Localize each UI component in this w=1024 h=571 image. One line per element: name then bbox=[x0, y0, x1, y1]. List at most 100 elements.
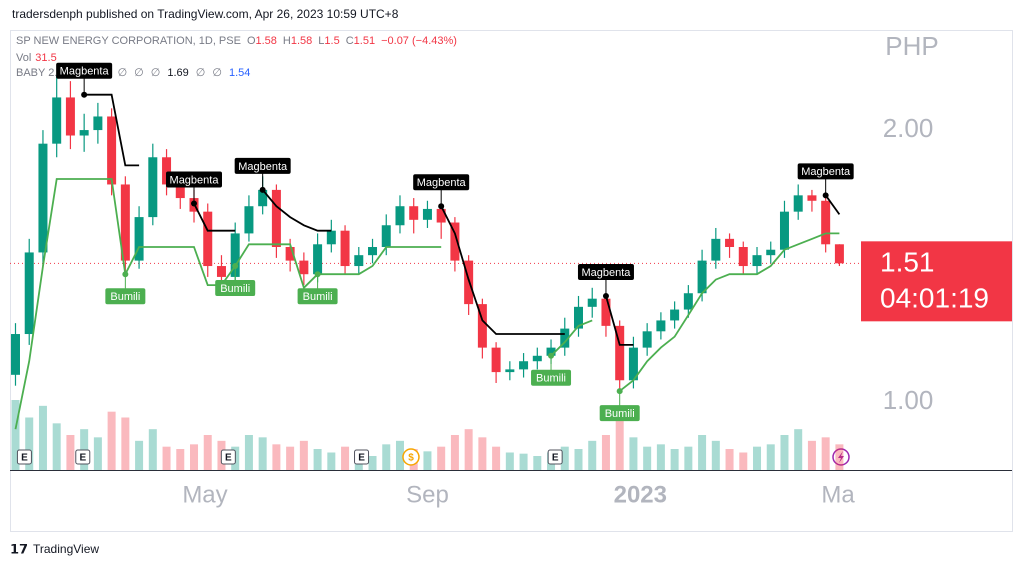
volume-bar bbox=[615, 417, 624, 470]
signal-text: Magbenta bbox=[60, 66, 110, 78]
candle-body bbox=[725, 238, 735, 248]
signal-box bbox=[56, 62, 113, 79]
volume-bar bbox=[794, 429, 803, 470]
indicator-value: ∅ bbox=[212, 67, 222, 79]
signal-text: Bumili bbox=[605, 408, 635, 420]
event-label: E bbox=[21, 453, 28, 464]
volume-bar bbox=[272, 444, 281, 470]
candle-body bbox=[738, 247, 748, 267]
candle-body bbox=[326, 230, 336, 245]
volume-bar bbox=[327, 452, 336, 470]
price-tag bbox=[861, 241, 1012, 322]
signal-label: Magbenta bbox=[413, 174, 470, 210]
published-note: tradersdenph published on TradingView.co… bbox=[12, 7, 399, 21]
candle-body bbox=[491, 347, 501, 373]
candle-body bbox=[340, 230, 350, 267]
volume-bar bbox=[382, 444, 391, 470]
candle-body bbox=[381, 225, 391, 248]
signal-text: Bumili bbox=[110, 291, 140, 303]
indicator-value: ∅ bbox=[196, 67, 206, 79]
signal-text: Magbenta bbox=[801, 166, 851, 178]
candle-body bbox=[230, 233, 240, 277]
signal-label: Magbenta bbox=[234, 157, 291, 193]
volume-bar bbox=[423, 451, 432, 470]
volume-bar bbox=[66, 435, 75, 470]
candle-body bbox=[834, 244, 844, 264]
indicator-value: ∅ bbox=[134, 67, 144, 79]
volume-bar bbox=[107, 411, 116, 470]
svg-text:𝟭𝟳: 𝟭𝟳 bbox=[10, 541, 28, 556]
ohlc-value: 1.5 bbox=[324, 35, 339, 47]
candle-body bbox=[505, 369, 515, 373]
event-icon bbox=[16, 449, 32, 465]
lightning-icon bbox=[832, 448, 850, 466]
candle-body bbox=[450, 222, 460, 261]
volume-bar bbox=[313, 449, 322, 470]
symbol: SP NEW ENERGY CORPORATION, 1D, PSE bbox=[16, 35, 241, 47]
volume-bar bbox=[807, 440, 816, 470]
volume-bar bbox=[203, 435, 212, 470]
indicator-line bbox=[14, 178, 840, 430]
vol-value: 31.5 bbox=[35, 52, 56, 64]
signal-label: Bumili bbox=[531, 352, 572, 386]
signal-text: Bumili bbox=[220, 283, 250, 295]
event-icon bbox=[220, 449, 236, 465]
event-label: $ bbox=[408, 453, 414, 464]
volume-bar bbox=[176, 449, 185, 470]
candle-body bbox=[395, 206, 405, 226]
volume-bar bbox=[464, 429, 473, 470]
candle-body bbox=[24, 252, 34, 335]
volume-bar bbox=[780, 435, 789, 470]
ohlc-key: H bbox=[283, 35, 291, 47]
signal-label: Bumili bbox=[105, 271, 146, 305]
volume-bar bbox=[148, 429, 157, 470]
candle-body bbox=[271, 189, 281, 248]
signal-text: Magbenta bbox=[581, 267, 631, 279]
signal-text: Magbenta bbox=[170, 174, 220, 186]
volume-bar bbox=[244, 435, 253, 470]
volume-bar bbox=[368, 456, 377, 470]
candle-body bbox=[807, 195, 817, 201]
candle-body bbox=[436, 208, 446, 223]
volume-bar bbox=[492, 446, 501, 470]
volume-bar bbox=[258, 437, 267, 470]
volume-bar bbox=[835, 444, 844, 470]
volume-bar bbox=[560, 446, 569, 470]
signal-box bbox=[599, 405, 640, 422]
volume-bar bbox=[601, 435, 610, 470]
change: −0.07 (−4.43%) bbox=[381, 35, 457, 47]
candle-body bbox=[532, 355, 542, 362]
volume-bar bbox=[505, 452, 514, 470]
x-tick-label: May bbox=[182, 481, 227, 508]
x-tick-label: Sep bbox=[406, 481, 449, 508]
signal-box bbox=[215, 280, 256, 297]
volume-bar bbox=[395, 440, 404, 470]
candle-body bbox=[175, 184, 185, 199]
volume-bar bbox=[725, 449, 734, 470]
candle-body bbox=[299, 260, 309, 275]
volume-bar bbox=[643, 446, 652, 470]
candle-body bbox=[615, 325, 625, 381]
signal-label: Magbenta bbox=[797, 163, 854, 199]
volume-bar bbox=[450, 435, 459, 470]
candle-body bbox=[601, 298, 611, 326]
candle-body bbox=[38, 143, 48, 253]
candle-body bbox=[477, 304, 487, 348]
volume-bar bbox=[711, 440, 720, 470]
candle-body bbox=[107, 116, 117, 185]
candle-body bbox=[52, 97, 62, 144]
event-label: E bbox=[552, 453, 559, 464]
signal-box bbox=[105, 288, 146, 305]
signal-box bbox=[797, 163, 854, 180]
candle-body bbox=[642, 331, 652, 348]
event-icon bbox=[354, 449, 370, 465]
candle-body bbox=[628, 347, 638, 381]
signal-label: Bumili bbox=[215, 263, 256, 297]
signal-label: Magbenta bbox=[577, 263, 634, 299]
signal-text: Bumili bbox=[536, 373, 566, 385]
candle-body bbox=[244, 206, 254, 234]
candle-body bbox=[752, 255, 762, 267]
ohlc-value: 1.51 bbox=[354, 35, 375, 47]
event-icon bbox=[402, 448, 420, 466]
